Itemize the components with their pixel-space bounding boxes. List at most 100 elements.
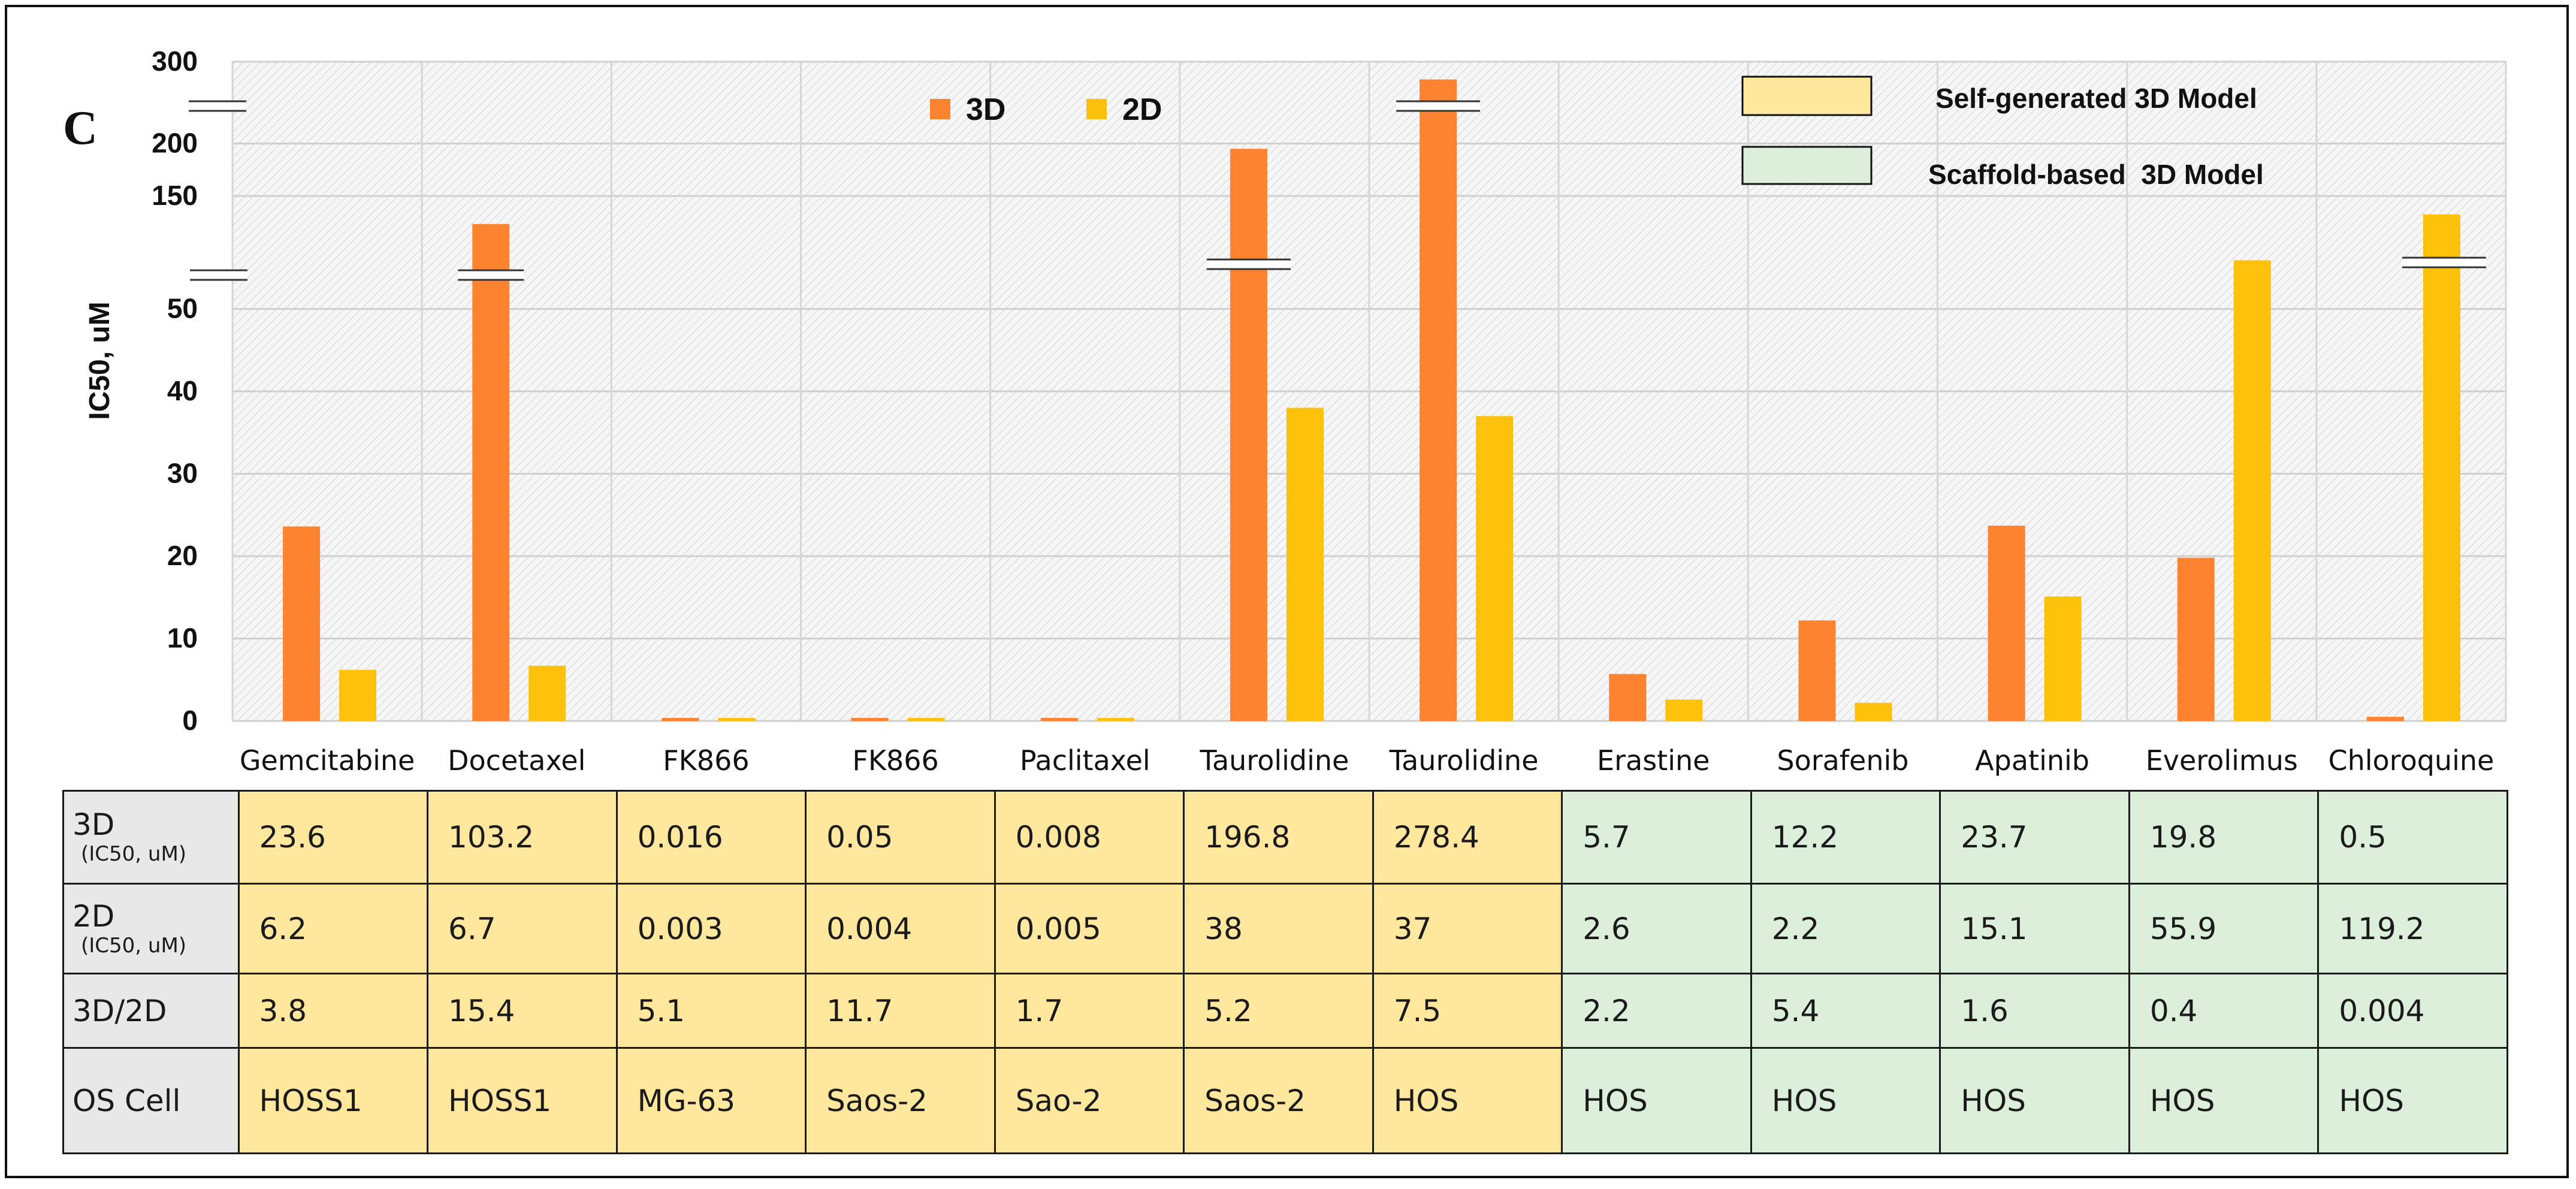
table-cell: 23.6 bbox=[237, 790, 429, 885]
table-cell: 5.2 bbox=[1183, 973, 1374, 1049]
row-header-unit: (IC50, uM) bbox=[81, 933, 187, 958]
bar-break-taurolidine-hos bbox=[1396, 100, 1481, 112]
bar-3d-0 bbox=[283, 526, 321, 721]
row-header-label: 3D/2D bbox=[73, 993, 167, 1028]
bar-3d-1 bbox=[472, 224, 510, 721]
axis-break-lower bbox=[190, 269, 247, 281]
category-label-7: Erastine bbox=[1597, 744, 1710, 777]
bar-2d-0 bbox=[339, 669, 377, 721]
table-cell: HOS bbox=[2317, 1047, 2508, 1154]
category-label-3: FK866 bbox=[852, 744, 938, 777]
table-cell: HOS bbox=[1939, 1047, 2130, 1154]
bar-3d-5 bbox=[1230, 149, 1267, 722]
table-cell: 0.5 bbox=[2317, 790, 2508, 885]
bar-3d-9 bbox=[1988, 526, 2025, 721]
bar-2d-5 bbox=[1286, 408, 1324, 721]
bar-break-chloroquine bbox=[2402, 256, 2486, 268]
y-tick-50: 50 bbox=[167, 293, 198, 324]
x-category-labels: Gemcitabine Docetaxel FK866 FK866 Paclitaxel… bbox=[240, 744, 2495, 777]
table-cell: 5.4 bbox=[1750, 973, 1941, 1049]
table-cell: 0.016 bbox=[615, 790, 807, 885]
table-row: 3D/2D 3.8 15.4 5.1 11.7 1.7 5.2 7.5 2.2 5.4 1.6 0.4… bbox=[62, 973, 2508, 1049]
row-header-label: 3D bbox=[73, 807, 115, 842]
bar-3d-11 bbox=[2366, 717, 2404, 721]
category-label-1: Docetaxel bbox=[448, 744, 585, 777]
table-cell: HOS bbox=[1750, 1047, 1941, 1154]
y-tick-200: 200 bbox=[152, 128, 198, 159]
bar-2d-4 bbox=[1097, 718, 1134, 721]
table-cell: Saos-2 bbox=[805, 1047, 996, 1154]
table-cell: 278.4 bbox=[1372, 790, 1563, 885]
table-row: OS Cell HOSS1 HOSS1 MG-63 Saos-2 Sao-2 Saos-2 H… bbox=[62, 1047, 2508, 1154]
table-cell: 0.005 bbox=[993, 883, 1185, 974]
figure-frame bbox=[5, 5, 2569, 1178]
bar-2d-6 bbox=[1476, 416, 1514, 721]
category-label-0: Gemcitabine bbox=[240, 744, 415, 777]
bar-3d-4 bbox=[1040, 718, 1078, 721]
table-cell: 103.2 bbox=[427, 790, 618, 885]
table-cell: 0.05 bbox=[805, 790, 996, 885]
table-cell: Sao-2 bbox=[993, 1047, 1185, 1154]
category-label-6: Taurolidine bbox=[1389, 744, 1539, 777]
bar-2d-10 bbox=[2233, 260, 2271, 721]
model-legend-swatch-scaffold-based bbox=[1741, 146, 1873, 185]
table-cell: 1.7 bbox=[993, 973, 1185, 1049]
model-legend: Self-generated 3D Model Scaffold-based 3… bbox=[1741, 76, 2264, 190]
bar-break-taurolidine bbox=[1206, 258, 1291, 270]
y-tick-20: 20 bbox=[167, 540, 198, 571]
table-cell: 55.9 bbox=[2128, 883, 2320, 974]
table-cell: MG-63 bbox=[615, 1047, 807, 1154]
bar-3d-2 bbox=[662, 718, 699, 721]
table-cell: 38 bbox=[1183, 883, 1374, 974]
bar-2d-11 bbox=[2423, 214, 2460, 721]
category-label-10: Everolimus bbox=[2146, 744, 2298, 777]
table-cell: HOS bbox=[1561, 1047, 1752, 1154]
table-cell: 0.008 bbox=[993, 790, 1185, 885]
table-cell: 7.5 bbox=[1372, 973, 1563, 1049]
table-cell: 0.004 bbox=[805, 883, 996, 974]
ic50-data-table: 3D (IC50, uM) 23.6 103.2 0.016 0.05 0.008 196.8… bbox=[62, 790, 2508, 1154]
bar-3d-10 bbox=[2177, 557, 2215, 721]
y-tick-40: 40 bbox=[167, 375, 198, 406]
legend-label-2d: 2D bbox=[1122, 92, 1162, 127]
table-row: 2D (IC50, uM) 6.2 6.7 0.003 0.004 0.005 38 37 2.6… bbox=[62, 883, 2508, 974]
category-label-11: Chloroquine bbox=[2328, 744, 2494, 777]
model-legend-label-self-generated: Self-generated 3D Model bbox=[1935, 83, 2257, 114]
legend-swatch-3d bbox=[930, 99, 950, 119]
bar-2d-7 bbox=[1665, 699, 1703, 721]
table-cell: HOS bbox=[2128, 1047, 2320, 1154]
table-cell: 119.2 bbox=[2317, 883, 2508, 974]
table-cell: 196.8 bbox=[1183, 790, 1374, 885]
table-cell: 19.8 bbox=[2128, 790, 2320, 885]
table-cell: 5.1 bbox=[615, 973, 807, 1049]
y-tick-0: 0 bbox=[182, 705, 198, 736]
bar-3d-7 bbox=[1609, 674, 1647, 721]
category-label-8: Sorafenib bbox=[1777, 744, 1908, 777]
table-cell: 37 bbox=[1372, 883, 1563, 974]
y-tick-150: 150 bbox=[152, 180, 198, 211]
bar-3d-8 bbox=[1798, 620, 1836, 721]
panel-label: C bbox=[63, 102, 98, 155]
y-tick-10: 10 bbox=[167, 623, 198, 654]
table-cell: Saos-2 bbox=[1183, 1047, 1374, 1154]
table-cell: HOS bbox=[1372, 1047, 1563, 1154]
table-row: 3D (IC50, uM) 23.6 103.2 0.016 0.05 0.008 196.8… bbox=[62, 790, 2508, 885]
table-cell: 11.7 bbox=[805, 973, 996, 1049]
bar-break-docetaxel bbox=[458, 269, 524, 281]
legend-swatch-2d bbox=[1086, 99, 1107, 119]
row-header: 2D (IC50, uM) bbox=[62, 883, 240, 974]
bar-2d-9 bbox=[2044, 596, 2082, 721]
table-cell: 2.2 bbox=[1750, 883, 1941, 974]
category-label-9: Apatinib bbox=[1975, 744, 2089, 777]
row-header-label: 2D bbox=[73, 898, 115, 934]
category-label-2: FK866 bbox=[663, 744, 749, 777]
category-label-5: Taurolidine bbox=[1199, 744, 1349, 777]
table-cell: 5.7 bbox=[1561, 790, 1752, 885]
bar-2d-2 bbox=[718, 718, 756, 721]
axis-breaks bbox=[189, 100, 2486, 281]
row-header: OS Cell bbox=[62, 1047, 240, 1154]
model-legend-label-scaffold-based: Scaffold-based 3D Model bbox=[1928, 159, 2264, 190]
bar-3d-6 bbox=[1420, 79, 1457, 721]
table-cell: 3.8 bbox=[237, 973, 429, 1049]
table-cell: 2.2 bbox=[1561, 973, 1752, 1049]
